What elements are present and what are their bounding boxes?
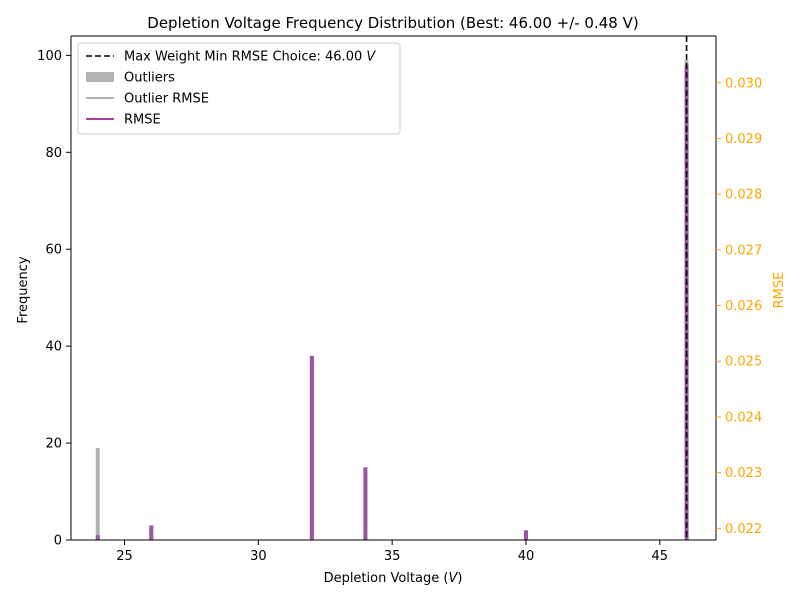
chart-title: Depletion Voltage Frequency Distribution… [147,14,638,32]
y2-axis-ticks: 0.022 0.023 0.024 0.025 0.026 0.027 0.028 0.029… [716,76,762,537]
x-tick-label-35: 35 [384,549,401,564]
axes-layer [70,35,717,541]
y2-tick-label-4: 0.026 [725,299,762,314]
y2-tick-label-3: 0.025 [725,355,762,370]
outlier-bar-0 [95,447,100,540]
x-tick-label-40: 40 [518,549,535,564]
legend-entry-rmse-label-text: RMSE [124,113,161,128]
x-axis-label-close: ) [457,571,462,586]
y-tick-label-100: 100 [37,49,62,64]
legend-box [77,42,401,135]
rmse-bar-3 [363,467,368,540]
y2-tick-label-0: 0.022 [725,522,762,537]
legend-entry-best-choice-label: Max Weight Min RMSE Choice: 46.00 V [124,50,376,65]
y2-tick-label-7: 0.029 [725,132,762,147]
x-axis-label-unit: V [448,571,458,586]
y2-tick-label-2: 0.024 [725,410,762,425]
y-tick-label-60: 60 [45,243,62,258]
legend-entry-outlier-rmse-label-text: Outlier RMSE [124,92,209,107]
y2-tick-label-6: 0.028 [725,188,762,203]
rmse-bar-0 [95,535,100,540]
y2-axis-label: RMSE [772,272,787,309]
legend-entry-rmse-label: RMSE [124,113,161,128]
rmse-bar-4 [523,530,528,540]
y-axis-label: Frequency [16,256,31,323]
legend: Max Weight Min RMSE Choice: 46.00 V Outli… [77,42,401,135]
x-tick-label-30: 30 [250,549,267,564]
x-axis-label-main: Depletion Voltage ( [324,571,449,586]
x-tick-label-25: 25 [116,549,133,564]
rmse-bar-2 [309,355,314,540]
legend-entry-outlier-rmse-label: Outlier RMSE [124,92,209,107]
y2-tick-label-5: 0.027 [725,243,762,258]
y-tick-label-80: 80 [45,146,62,161]
y-axis-ticks: 0 20 40 60 80 100 [37,49,71,549]
legend-entry-best-choice-label-text: Max Weight Min RMSE Choice: 46.00 [124,50,366,65]
x-tick-label-45: 45 [652,549,669,564]
y-tick-label-40: 40 [45,340,62,355]
legend-entry-outliers-label-text: Outliers [124,71,175,86]
y-tick-label-0: 0 [54,534,62,549]
rmse-bar-1 [149,525,154,540]
x-axis-label: Depletion Voltage (V) [324,571,463,586]
legend-entry-outliers-label: Outliers [124,71,175,86]
y-tick-label-20: 20 [45,437,62,452]
legend-entry-best-choice-label-unit: V [366,50,376,65]
y2-tick-label-1: 0.023 [725,466,762,481]
x-axis-ticks: 25 30 35 40 45 [116,540,668,564]
y2-tick-label-8: 0.030 [725,76,762,91]
legend-entry-outliers-handle [86,72,114,82]
